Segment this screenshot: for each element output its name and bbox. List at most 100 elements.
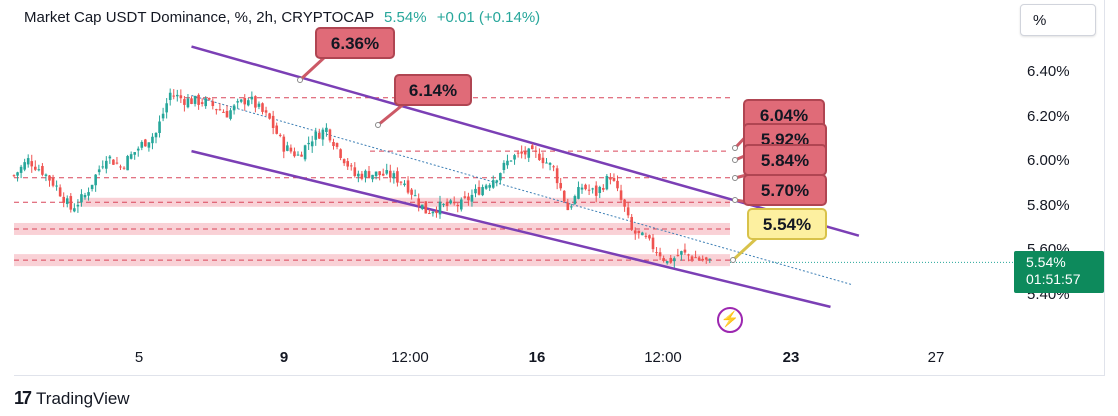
candle-body	[87, 192, 90, 196]
candle-body	[630, 216, 633, 230]
candle-body	[534, 150, 538, 152]
callout-label: 5.84%	[761, 151, 809, 170]
candle-body	[389, 170, 392, 178]
candle-body	[513, 155, 516, 160]
candle-body	[190, 98, 193, 105]
candle-body	[385, 170, 389, 174]
price-callout: 6.36%	[297, 27, 395, 83]
candle-body	[605, 175, 609, 190]
candle-body	[26, 158, 30, 165]
candle-body	[261, 103, 264, 112]
callout-label: 6.04%	[760, 106, 808, 125]
candle-body	[552, 166, 555, 168]
callout-anchor	[732, 145, 738, 151]
candle-body	[83, 194, 87, 198]
candle-body	[442, 204, 445, 206]
candle-body	[172, 95, 176, 97]
bar-countdown: 01:51:57	[1026, 271, 1081, 287]
x-tick-label: 16	[529, 349, 546, 366]
candle-body	[168, 92, 172, 101]
candle-body	[186, 98, 190, 108]
chart-title: Market Cap USDT Dominance, %, 2h, CRYPTO…	[24, 9, 374, 26]
x-tick-label: 23	[783, 349, 800, 366]
callout-pointer	[298, 54, 328, 82]
callout-box	[394, 74, 472, 106]
candle-body	[126, 156, 129, 171]
candle-body	[101, 166, 105, 168]
x-tick-label: 12:00	[391, 349, 429, 366]
candle-body	[602, 187, 605, 190]
candle-body	[108, 156, 112, 159]
candle-body	[165, 103, 168, 113]
candle-body	[51, 177, 55, 186]
callout-pointer	[377, 101, 406, 127]
x-tick-label: 12:00	[644, 349, 682, 366]
candle-body	[452, 201, 456, 204]
candle-body	[16, 172, 19, 176]
candle-body	[353, 167, 357, 176]
candle-body	[424, 201, 428, 214]
candle-body	[655, 252, 658, 254]
candle-body	[491, 180, 495, 188]
candle-body	[481, 187, 484, 196]
candle-body	[289, 147, 293, 152]
candle-body	[80, 194, 83, 203]
candle-body	[467, 196, 470, 201]
callout-label: 6.14%	[409, 81, 457, 100]
candle-body	[516, 152, 520, 154]
candle-body	[538, 153, 541, 161]
candle-body	[591, 188, 594, 190]
candle-body	[502, 162, 506, 171]
candle-body	[509, 160, 513, 162]
candle-body	[303, 145, 307, 160]
callout-anchor	[297, 77, 303, 83]
candle-body	[545, 162, 548, 164]
price-change: +0.01 (+0.14%)	[436, 9, 541, 26]
candle-body	[122, 167, 126, 169]
candle-body	[417, 198, 420, 206]
percent-scale-button[interactable]: %	[1020, 4, 1096, 36]
tradingview-branding[interactable]: 17 TradingView	[14, 388, 130, 409]
callout-pointer	[731, 235, 760, 262]
candle-body	[144, 139, 147, 147]
candle-body	[250, 96, 254, 100]
candle-body	[332, 142, 335, 147]
candle-body	[520, 151, 523, 154]
candle-body	[136, 148, 140, 151]
candle-body	[97, 169, 101, 173]
candle-body	[463, 196, 467, 198]
candle-body	[701, 258, 704, 261]
candle-body	[644, 235, 648, 237]
candle-body	[392, 173, 396, 179]
candle-body	[129, 154, 133, 159]
candle-body	[300, 154, 303, 157]
lightning-bolt-icon[interactable]: ⚡	[717, 307, 743, 333]
candle-body	[420, 204, 424, 209]
candle-body	[34, 166, 37, 170]
candle-body	[90, 184, 94, 190]
candle-body	[669, 257, 673, 263]
candle-body	[140, 142, 144, 148]
candle-body	[286, 145, 289, 151]
candle-body	[215, 109, 218, 111]
candle-body	[626, 207, 630, 216]
candle-body	[527, 148, 531, 158]
callout-anchor	[730, 257, 736, 263]
candle-body	[335, 143, 339, 147]
candle-body	[197, 94, 200, 105]
candle-body	[531, 145, 534, 150]
callout-anchor	[732, 157, 738, 163]
candle-body	[676, 254, 680, 256]
candle-body	[584, 184, 587, 190]
percent-scale-label: %	[1033, 11, 1047, 29]
candle-body	[318, 132, 321, 139]
candle-body	[154, 132, 158, 138]
candle-body	[218, 109, 222, 111]
candle-body	[357, 173, 360, 177]
candle-body	[321, 129, 325, 140]
candle-body	[112, 159, 115, 165]
candle-body	[147, 142, 151, 148]
candle-body	[296, 154, 300, 156]
candle-body	[204, 98, 207, 107]
